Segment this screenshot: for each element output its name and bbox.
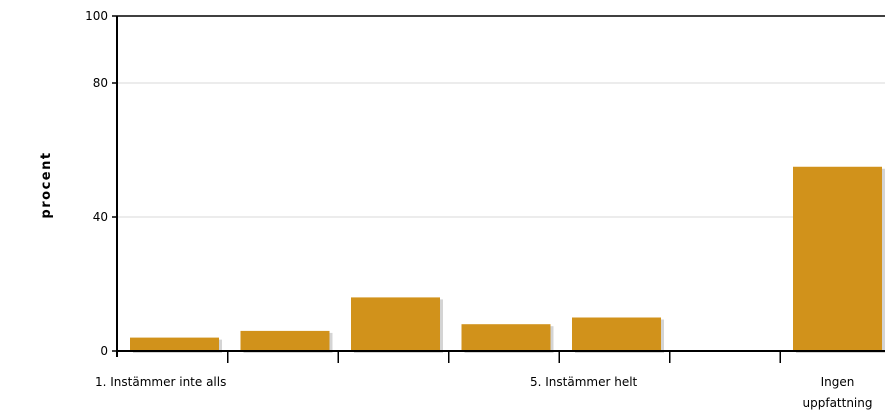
y-tick-label: 40 — [93, 210, 108, 224]
bar — [351, 297, 440, 351]
bar — [793, 166, 882, 351]
x-category-label: 5. Instämmer helt — [530, 375, 638, 389]
axes — [112, 15, 885, 363]
bar — [572, 317, 661, 351]
x-category-label: uppfattning — [803, 396, 873, 410]
bar — [461, 324, 551, 351]
y-tick-label: 100 — [85, 9, 108, 23]
bars — [130, 166, 885, 353]
x-category-label: Ingen — [821, 375, 855, 389]
labels: 0 40 80 100 1. Instämmer inte alls 5. Instämm… — [85, 9, 872, 410]
y-tick-label: 80 — [93, 76, 108, 90]
gridlines — [117, 82, 885, 218]
bar — [130, 337, 219, 351]
bar — [240, 330, 330, 351]
y-tick-label: 0 — [100, 344, 108, 358]
x-category-label: 1. Instämmer inte alls — [95, 375, 226, 389]
y-axis-title: procent — [39, 151, 54, 218]
